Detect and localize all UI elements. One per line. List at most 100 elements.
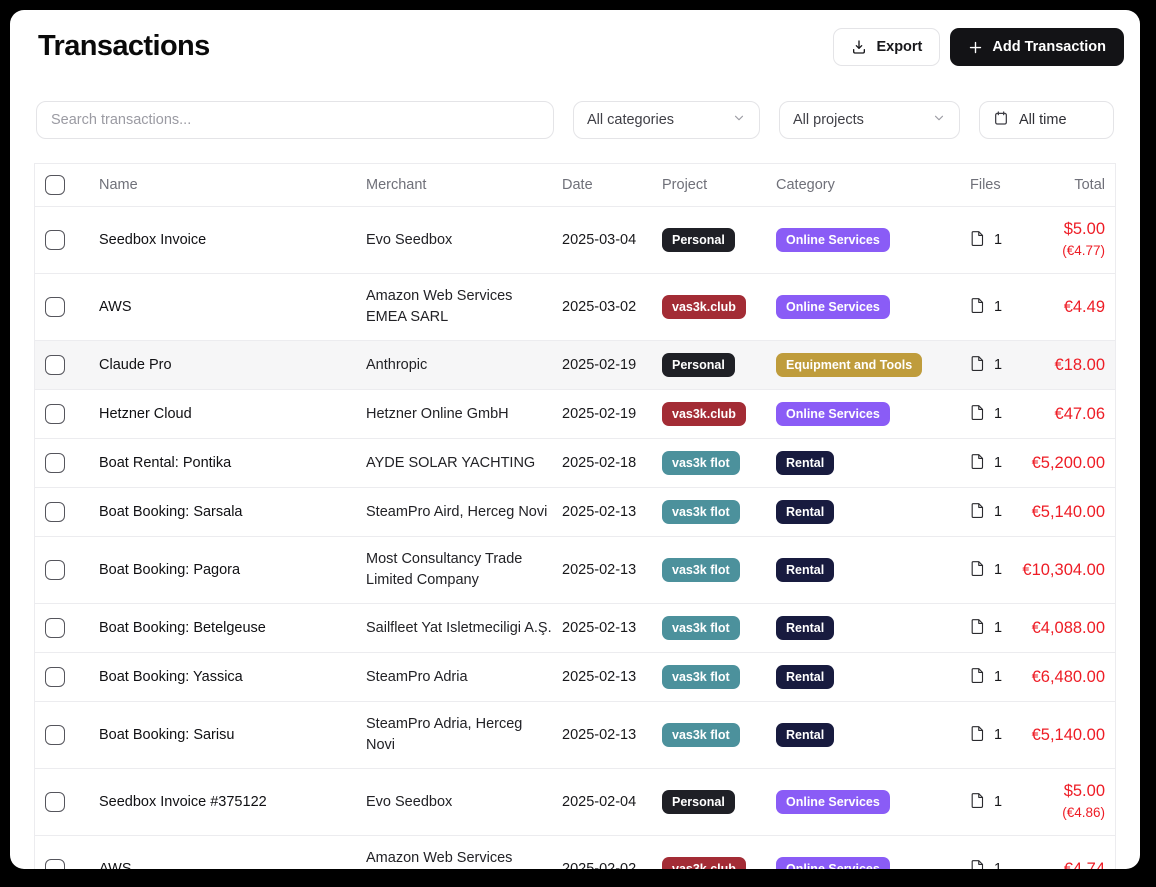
row-checkbox[interactable] [45,792,65,812]
files-cell: 1 [956,606,1018,651]
date-range-dropdown-value: All time [1019,112,1067,128]
transaction-date: 2025-02-13 [562,562,637,578]
column-header-name: Name [99,177,138,193]
total-cell: €5,140.00 [1018,713,1115,758]
transaction-merchant: AYDE SOLAR YACHTING [366,454,536,471]
category-cell: Rental [776,711,956,759]
row-checkbox[interactable] [45,297,65,317]
file-icon [970,297,985,318]
row-checkbox[interactable] [45,230,65,250]
table-row[interactable]: Boat Booking: Sarsala SteamPro Aird, Her… [35,487,1115,536]
transaction-name: Seedbox Invoice #375122 [99,794,267,810]
total-converted-amount: (€4.86) [1062,805,1105,820]
transaction-merchant: Amazon Web Services EMEA SARL [366,850,513,866]
transaction-merchant: Evo Seedbox [366,793,453,810]
file-count: 1 [994,562,1003,578]
row-checkbox[interactable] [45,502,65,522]
table-header: Name Merchant Date Project Category File… [35,164,1115,206]
transaction-date: 2025-02-13 [562,504,637,520]
transaction-name: Claude Pro [99,357,172,373]
table-row[interactable]: Boat Booking: Sarisu SteamPro Adria, Her… [35,701,1115,768]
add-transaction-button[interactable]: Add Transaction [950,28,1124,66]
total-amount: €4.49 [1063,297,1105,316]
table-row[interactable]: Boat Booking: Pagora Most Consultancy Tr… [35,536,1115,603]
row-checkbox[interactable] [45,404,65,424]
category-badge: Equipment and Tools [776,353,923,377]
file-count: 1 [994,620,1003,636]
transaction-name: Boat Booking: Yassica [99,669,243,685]
table-row[interactable]: Hetzner Cloud Hetzner Online GmbH 2025-0… [35,389,1115,438]
table-row[interactable]: AWS Amazon Web Services EMEA SARL 2025-0… [35,835,1115,869]
table-row[interactable]: Boat Booking: Betelgeuse Sailfleet Yat I… [35,603,1115,652]
row-select-cell [35,285,99,329]
row-select-cell [35,655,99,699]
total-amount: €18.00 [1054,355,1105,374]
projects-dropdown-value: All projects [793,112,864,128]
transaction-name: Boat Booking: Betelgeuse [99,620,266,636]
file-icon [970,355,985,376]
row-select-cell [35,218,99,262]
date-range-dropdown[interactable]: All time [979,101,1114,139]
file-icon [970,453,985,474]
category-cell: Rental [776,653,956,701]
project-badge: vas3k flot [662,616,740,640]
download-icon [851,39,867,55]
transaction-merchant: Amazon Web Services EMEA SARL [366,288,513,325]
files-cell: 1 [956,847,1018,869]
table-row[interactable]: Seedbox Invoice Evo Seedbox 2025-03-04 P… [35,206,1115,273]
table-row[interactable]: Seedbox Invoice #375122 Evo Seedbox 2025… [35,768,1115,835]
transaction-date: 2025-02-13 [562,727,637,743]
transaction-name: AWS [99,861,132,869]
project-cell: vas3k flot [662,546,776,594]
select-all-checkbox[interactable] [45,175,65,195]
calendar-icon [993,110,1009,130]
category-badge: Online Services [776,857,890,869]
table-row[interactable]: AWS Amazon Web Services EMEA SARL 2025-0… [35,273,1115,340]
transaction-name: Boat Booking: Sarsala [99,504,243,520]
transaction-merchant: SteamPro Adria [366,668,468,685]
row-select-cell [35,548,99,592]
select-all-cell [35,164,99,206]
category-badge: Rental [776,723,835,747]
total-amount: $5.00 [1063,220,1105,238]
total-amount: €4.74 [1063,859,1105,870]
export-button-label: Export [876,39,923,55]
table-body: Seedbox Invoice Evo Seedbox 2025-03-04 P… [35,206,1115,869]
file-count: 1 [994,299,1003,315]
export-button[interactable]: Export [833,28,941,66]
files-cell: 1 [956,285,1018,330]
row-checkbox[interactable] [45,725,65,745]
row-checkbox[interactable] [45,618,65,638]
total-cell: €4.49 [1018,285,1115,330]
row-checkbox[interactable] [45,667,65,687]
transaction-date: 2025-03-04 [562,232,637,248]
filter-bar: All categories All projects All time [26,101,1124,139]
row-checkbox[interactable] [45,859,65,869]
table-row[interactable]: Boat Booking: Yassica SteamPro Adria 202… [35,652,1115,701]
category-badge: Online Services [776,790,890,814]
file-count: 1 [994,861,1003,869]
transaction-date: 2025-02-19 [562,357,637,373]
row-checkbox[interactable] [45,355,65,375]
project-cell: Personal [662,216,776,264]
row-checkbox[interactable] [45,560,65,580]
project-cell: Personal [662,778,776,826]
project-cell: vas3k.club [662,390,776,438]
total-cell: €47.06 [1018,392,1115,437]
categories-dropdown[interactable]: All categories [573,101,760,139]
project-cell: Personal [662,341,776,389]
category-cell: Equipment and Tools [776,341,956,389]
project-cell: vas3k flot [662,653,776,701]
row-checkbox[interactable] [45,453,65,473]
row-select-cell [35,713,99,757]
category-badge: Rental [776,558,835,582]
files-cell: 1 [956,780,1018,825]
total-cell: €5,200.00 [1018,441,1115,486]
total-cell: €4,088.00 [1018,606,1115,651]
search-input[interactable] [36,101,554,139]
project-cell: vas3k flot [662,604,776,652]
table-row[interactable]: Claude Pro Anthropic 2025-02-19 Personal… [35,340,1115,389]
transaction-date: 2025-02-13 [562,669,637,685]
projects-dropdown[interactable]: All projects [779,101,960,139]
table-row[interactable]: Boat Rental: Pontika AYDE SOLAR YACHTING… [35,438,1115,487]
